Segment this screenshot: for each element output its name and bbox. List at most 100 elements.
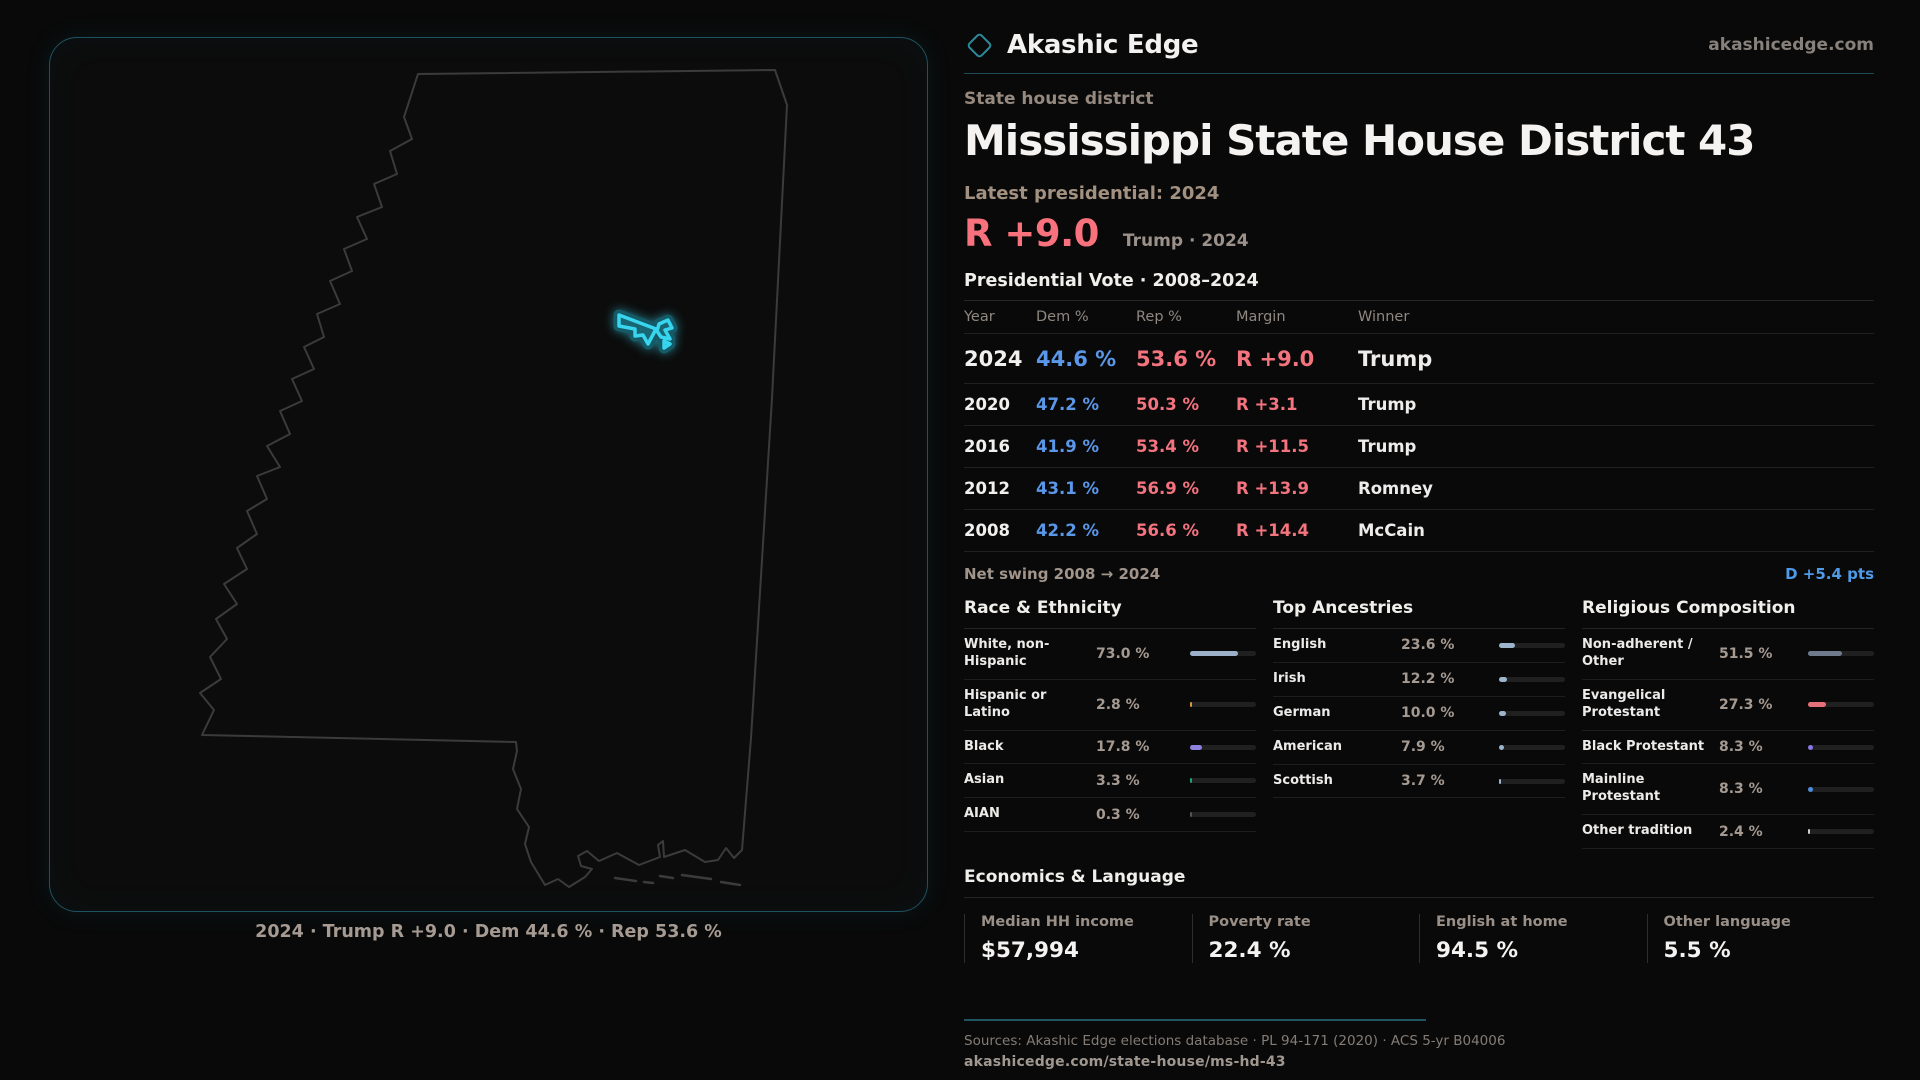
table-row: 2024 44.6 % 53.6 % R +9.0 Trump — [964, 334, 1874, 384]
demo-label: Hispanic or Latino — [964, 687, 1047, 720]
stat-poverty-rate: Poverty rate 22.4 % — [1191, 914, 1420, 964]
cell-rep: 50.3 % — [1136, 395, 1199, 414]
list-item: American 7.9 % — [1273, 731, 1565, 765]
race-ethnicity-column: Race & Ethnicity White, non-Hispanic 73.… — [964, 598, 1256, 849]
demo-bar — [1808, 702, 1874, 708]
section-title: Race & Ethnicity — [964, 598, 1256, 629]
headline-margin: R +9.0 Trump · 2024 — [964, 212, 1874, 255]
demo-label: Other tradition — [1582, 823, 1693, 839]
religion-column: Religious Composition Non-adherent / Oth… — [1582, 598, 1874, 850]
demo-value: 23.6 % — [1401, 637, 1455, 654]
demo-value: 27.3 % — [1719, 696, 1773, 713]
brand-logo: Akashic Edge — [964, 30, 1199, 60]
col-dem: Dem % — [1036, 309, 1089, 325]
demo-value: 8.3 % — [1719, 781, 1763, 798]
cell-margin: R +13.9 — [1236, 479, 1309, 498]
demo-value: 8.3 % — [1719, 739, 1763, 755]
stat-value: $57,994 — [981, 938, 1079, 964]
cell-year: 2016 — [964, 437, 1010, 456]
cell-rep: 53.6 % — [1136, 346, 1217, 371]
demo-label: AIAN — [964, 806, 1000, 822]
cell-year: 2008 — [964, 521, 1010, 540]
stat-value: 94.5 % — [1436, 938, 1519, 964]
cell-winner: Romney — [1358, 479, 1433, 498]
table-row: 2020 47.2 % 50.3 % R +3.1 Trump — [964, 384, 1874, 426]
cell-year: 2012 — [964, 479, 1010, 498]
demo-value: 17.8 % — [1096, 739, 1150, 755]
demo-bar — [1190, 702, 1256, 708]
ancestries-column: Top Ancestries English 23.6 % Irish 12.2… — [1273, 598, 1565, 849]
cell-margin: R +3.1 — [1236, 395, 1298, 414]
table-row: 2016 41.9 % 53.4 % R +11.5 Trump — [964, 426, 1874, 468]
permalink[interactable]: akashicedge.com/state-house/ms-hd-43 — [964, 1054, 1286, 1071]
demo-label: Black — [964, 738, 1004, 754]
list-item: Black 17.8 % — [964, 731, 1256, 765]
demo-bar — [1190, 744, 1256, 750]
stat-label: Poverty rate — [1208, 914, 1311, 931]
demo-bar — [1190, 812, 1256, 818]
diamond-icon — [966, 31, 993, 59]
section-title: Religious Composition — [1582, 598, 1874, 629]
list-item: Hispanic or Latino 2.8 % — [964, 680, 1256, 731]
list-item: AIAN 0.3 % — [964, 798, 1256, 833]
demo-value: 51.5 % — [1719, 645, 1773, 662]
demo-label: Black Protestant — [1582, 738, 1705, 754]
cell-year: 2020 — [964, 395, 1010, 414]
brand-name: Akashic Edge — [1007, 30, 1199, 60]
margin-context: Trump · 2024 — [1122, 231, 1249, 251]
stat-median-income: Median HH income $57,994 — [964, 914, 1192, 964]
demo-label: White, non-Hispanic — [964, 637, 1050, 669]
stat-value: 22.4 % — [1208, 938, 1291, 964]
col-year: Year — [964, 309, 995, 325]
demo-bar — [1808, 744, 1874, 750]
cell-winner: McCain — [1358, 521, 1425, 540]
state-outline-path — [199, 69, 788, 888]
demo-value: 12.2 % — [1401, 671, 1455, 688]
latest-presidential-label: Latest presidential: 2024 — [964, 183, 1220, 204]
footer: Sources: Akashic Edge elections database… — [964, 1019, 1874, 1070]
demo-label: Scottish — [1273, 772, 1333, 788]
table-row: 2008 42.2 % 56.6 % R +14.4 McCain — [964, 510, 1874, 552]
demo-bar — [1190, 778, 1256, 784]
mississippi-map — [199, 69, 788, 888]
list-item: Irish 12.2 % — [1273, 663, 1565, 697]
demo-value: 7.9 % — [1401, 739, 1445, 756]
demo-bar — [1499, 676, 1565, 682]
section-title: Top Ancestries — [1273, 598, 1565, 629]
margin-value: R +9.0 — [964, 212, 1099, 255]
stat-label: Median HH income — [981, 914, 1134, 931]
cell-dem: 42.2 % — [1036, 521, 1099, 540]
header-divider — [964, 73, 1874, 74]
map-caption: 2024 · Trump R +9.0 · Dem 44.6 % · Rep 5… — [255, 922, 722, 942]
demo-label: Evangelical Protestant — [1582, 687, 1666, 720]
cell-dem: 43.1 % — [1036, 479, 1099, 498]
economics-stats: Median HH income $57,994 Poverty rate 22… — [964, 914, 1874, 964]
footer-divider — [964, 1019, 1426, 1022]
table-row: 2012 43.1 % 56.9 % R +13.9 Romney — [964, 468, 1874, 510]
vote-table-title: Presidential Vote · 2008–2024 — [964, 271, 1874, 301]
demo-value: 73.0 % — [1096, 645, 1150, 662]
demo-bar — [1190, 651, 1256, 657]
list-item: English 23.6 % — [1273, 629, 1565, 663]
list-item: Evangelical Protestant 27.3 % — [1582, 680, 1874, 731]
stat-label: English at home — [1436, 914, 1568, 931]
demo-bar — [1808, 829, 1874, 835]
cell-rep: 53.4 % — [1136, 437, 1199, 456]
cell-dem: 47.2 % — [1036, 395, 1099, 414]
net-swing-value: D +5.4 pts — [1785, 565, 1874, 583]
cell-dem: 44.6 % — [1036, 346, 1117, 371]
col-rep: Rep % — [1136, 309, 1182, 325]
sources-text: Sources: Akashic Edge elections database… — [964, 1033, 1506, 1050]
demo-value: 2.4 % — [1719, 823, 1763, 840]
cell-margin: R +9.0 — [1236, 346, 1315, 371]
cell-margin: R +14.4 — [1236, 521, 1309, 540]
list-item: German 10.0 % — [1273, 697, 1565, 731]
col-winner: Winner — [1358, 309, 1410, 325]
coast-islands — [613, 873, 742, 887]
header: Akashic Edge akashicedge.com — [964, 0, 1874, 60]
cell-rep: 56.6 % — [1136, 521, 1199, 540]
demo-bar — [1499, 710, 1565, 716]
demo-bar — [1499, 744, 1565, 750]
cell-dem: 41.9 % — [1036, 437, 1099, 456]
site-link[interactable]: akashicedge.com — [1708, 35, 1874, 55]
